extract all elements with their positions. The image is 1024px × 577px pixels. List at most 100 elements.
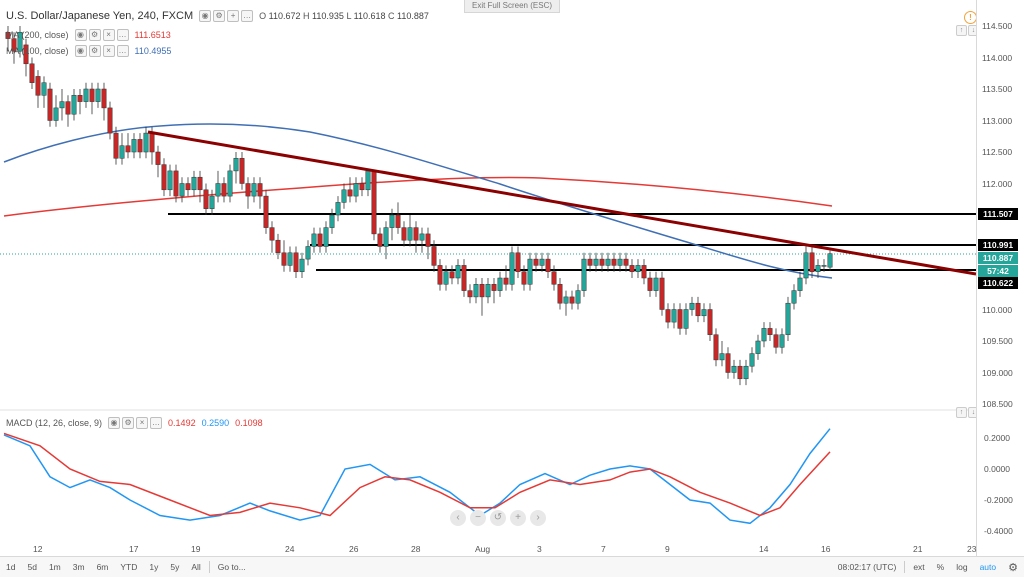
candle-down xyxy=(599,258,605,266)
candle-up xyxy=(617,258,623,266)
range-all[interactable]: All xyxy=(191,562,201,572)
bottom-toolbar: 1d 5d 1m 3m 6m YTD 1y 5y All Go to... 08:02:17 (… xyxy=(0,556,1024,577)
candle-up xyxy=(419,233,425,241)
close-icon[interactable]: × xyxy=(102,45,115,57)
macd-legend: MACD (12, 26, close, 9) ◉ ⚙ × … 0.1492 0… xyxy=(6,417,263,429)
macd-label: MACD (12, 26, close, 9) xyxy=(6,418,103,428)
scale-option-log[interactable]: log xyxy=(956,562,968,572)
hide-icon[interactable]: ◉ xyxy=(74,45,87,57)
range-3m[interactable]: 3m xyxy=(72,562,85,572)
candle-up xyxy=(353,183,359,197)
exit-fullscreen-button[interactable]: Exit Full Screen (ESC) xyxy=(464,0,560,13)
range-1y[interactable]: 1y xyxy=(149,562,159,572)
hide-icon[interactable]: ◉ xyxy=(74,29,87,41)
chart-canvas[interactable] xyxy=(0,0,976,556)
candle-down xyxy=(377,233,383,247)
symbol-controls: ◉ ⚙ + … xyxy=(199,10,254,22)
candle-down xyxy=(11,38,17,52)
candle-down xyxy=(413,227,419,241)
candle-up xyxy=(785,302,791,335)
pane-up-icon[interactable]: ↑ xyxy=(956,407,967,418)
candle-up xyxy=(311,233,317,247)
hide-icon[interactable]: ◉ xyxy=(199,10,212,22)
settings-icon[interactable]: ⚙ xyxy=(88,45,101,57)
plus-icon[interactable]: + xyxy=(227,10,240,22)
range-1d[interactable]: 1d xyxy=(6,562,16,572)
more-icon[interactable]: … xyxy=(241,10,254,22)
time-axis[interactable]: 12 17 19 24 26 28 Aug 3 7 9 14 16 21 23 xyxy=(0,540,976,556)
time-tick-label: 12 xyxy=(33,544,43,554)
range-5y[interactable]: 5y xyxy=(170,562,180,572)
more-icon[interactable]: … xyxy=(116,45,129,57)
zoom-out-icon[interactable]: − xyxy=(470,510,486,526)
scale-option-ext[interactable]: ext xyxy=(913,562,925,572)
candle-down xyxy=(437,265,443,285)
candle-up xyxy=(209,195,215,209)
candle-down xyxy=(317,233,323,247)
candle-down xyxy=(113,132,119,159)
candle-up xyxy=(329,214,335,228)
gear-icon[interactable]: ⚙ xyxy=(1008,561,1018,574)
time-tick-label: 23 xyxy=(967,544,977,554)
time-tick-label: 7 xyxy=(601,544,606,554)
range-ytd[interactable]: YTD xyxy=(120,562,138,572)
range-1m[interactable]: 1m xyxy=(48,562,61,572)
macd-tick-label: -0.2000 xyxy=(984,495,1013,505)
hide-icon[interactable]: ◉ xyxy=(108,417,121,429)
candle-up xyxy=(389,214,395,228)
candle-up xyxy=(287,252,293,266)
goto-button[interactable]: Go to... xyxy=(217,562,246,572)
candle-down xyxy=(515,252,521,272)
candle-down xyxy=(221,183,227,197)
candle-down xyxy=(503,277,509,285)
scroll-left-icon[interactable]: ‹ xyxy=(450,510,466,526)
candle-up xyxy=(17,32,23,52)
candle-down xyxy=(641,265,647,279)
scroll-right-icon[interactable]: › xyxy=(530,510,546,526)
candle-up xyxy=(779,334,785,348)
candle-down xyxy=(587,258,593,266)
candle-down xyxy=(125,145,131,153)
reset-icon[interactable]: ↺ xyxy=(490,510,506,526)
candle-down xyxy=(185,183,191,191)
scale-option-percent[interactable]: % xyxy=(936,562,945,572)
scale-option-auto[interactable]: auto xyxy=(979,562,997,572)
ma200-line xyxy=(3,176,833,217)
candle-up xyxy=(671,309,677,323)
candle-down xyxy=(107,107,113,134)
candle-up xyxy=(527,258,533,285)
more-icon[interactable]: … xyxy=(116,29,129,41)
more-icon[interactable]: … xyxy=(150,417,163,429)
settings-icon[interactable]: ⚙ xyxy=(88,29,101,41)
close-icon[interactable]: × xyxy=(136,417,149,429)
candle-down xyxy=(773,334,779,348)
settings-icon[interactable]: ⚙ xyxy=(122,417,135,429)
candle-down xyxy=(647,277,653,291)
trend-line xyxy=(147,130,976,276)
candle-down xyxy=(809,252,815,272)
candle-up xyxy=(497,277,503,291)
zoom-in-icon[interactable]: + xyxy=(510,510,526,526)
close-icon[interactable]: × xyxy=(102,29,115,41)
time-tick-label: 16 xyxy=(821,544,831,554)
macd-signal-line xyxy=(3,432,831,517)
candle-down xyxy=(491,284,497,291)
candle-down xyxy=(665,309,671,323)
range-5d[interactable]: 5d xyxy=(27,562,37,572)
chart-navigation: ‹ − ↺ + › xyxy=(450,510,546,526)
candle-down xyxy=(245,183,251,197)
candle-up xyxy=(761,328,767,342)
symbol-legend: U.S. Dollar/Japanese Yen, 240, FXCM ◉ ⚙ … xyxy=(6,10,429,22)
scale-up-icon[interactable]: ↑ xyxy=(956,25,967,36)
candle-down xyxy=(161,164,167,191)
time-tick-label: 17 xyxy=(129,544,139,554)
utc-clock: 08:02:17 (UTC) xyxy=(837,562,897,572)
range-selector: 1d 5d 1m 3m 6m YTD 1y 5y All xyxy=(0,562,207,572)
candle-up xyxy=(689,302,695,310)
candle-up xyxy=(83,88,89,102)
candle-down xyxy=(569,296,575,304)
time-tick-label: 26 xyxy=(349,544,359,554)
range-6m[interactable]: 6m xyxy=(96,562,109,572)
candle-up xyxy=(563,296,569,304)
settings-icon[interactable]: ⚙ xyxy=(213,10,226,22)
